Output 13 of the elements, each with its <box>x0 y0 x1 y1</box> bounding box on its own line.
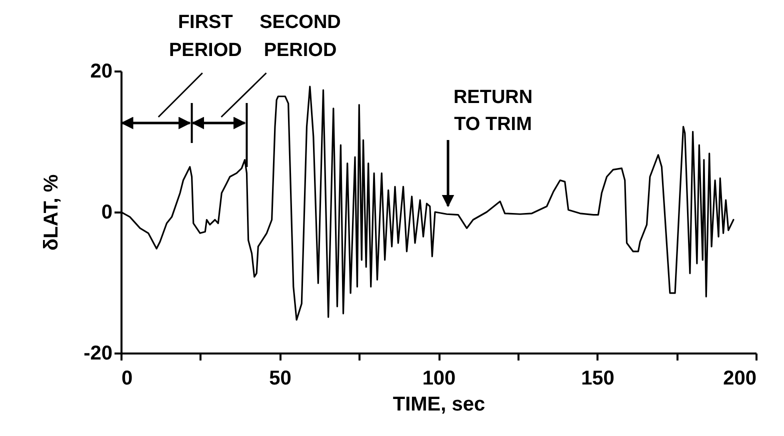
y-tick-label: -20 <box>84 342 112 364</box>
x-tick-label: 0 <box>122 368 133 390</box>
x-tick-label: 100 <box>422 368 456 390</box>
x-tick-label: 200 <box>723 368 756 390</box>
x-axis-title: TIME, sec <box>392 394 486 416</box>
ref-line-label: SECOND PERIOD <box>260 12 341 61</box>
y-tick-label: 0 <box>101 202 112 224</box>
y-axis-title: δLAT, % <box>40 174 63 251</box>
annotation: RETURN TO TRIM <box>453 87 533 135</box>
y-tick-label: 20 <box>90 60 112 82</box>
x-tick-label: 150 <box>581 368 614 390</box>
ref-line-label: FIRST PERIOD <box>168 12 242 61</box>
x-tick-label: 50 <box>269 368 292 390</box>
